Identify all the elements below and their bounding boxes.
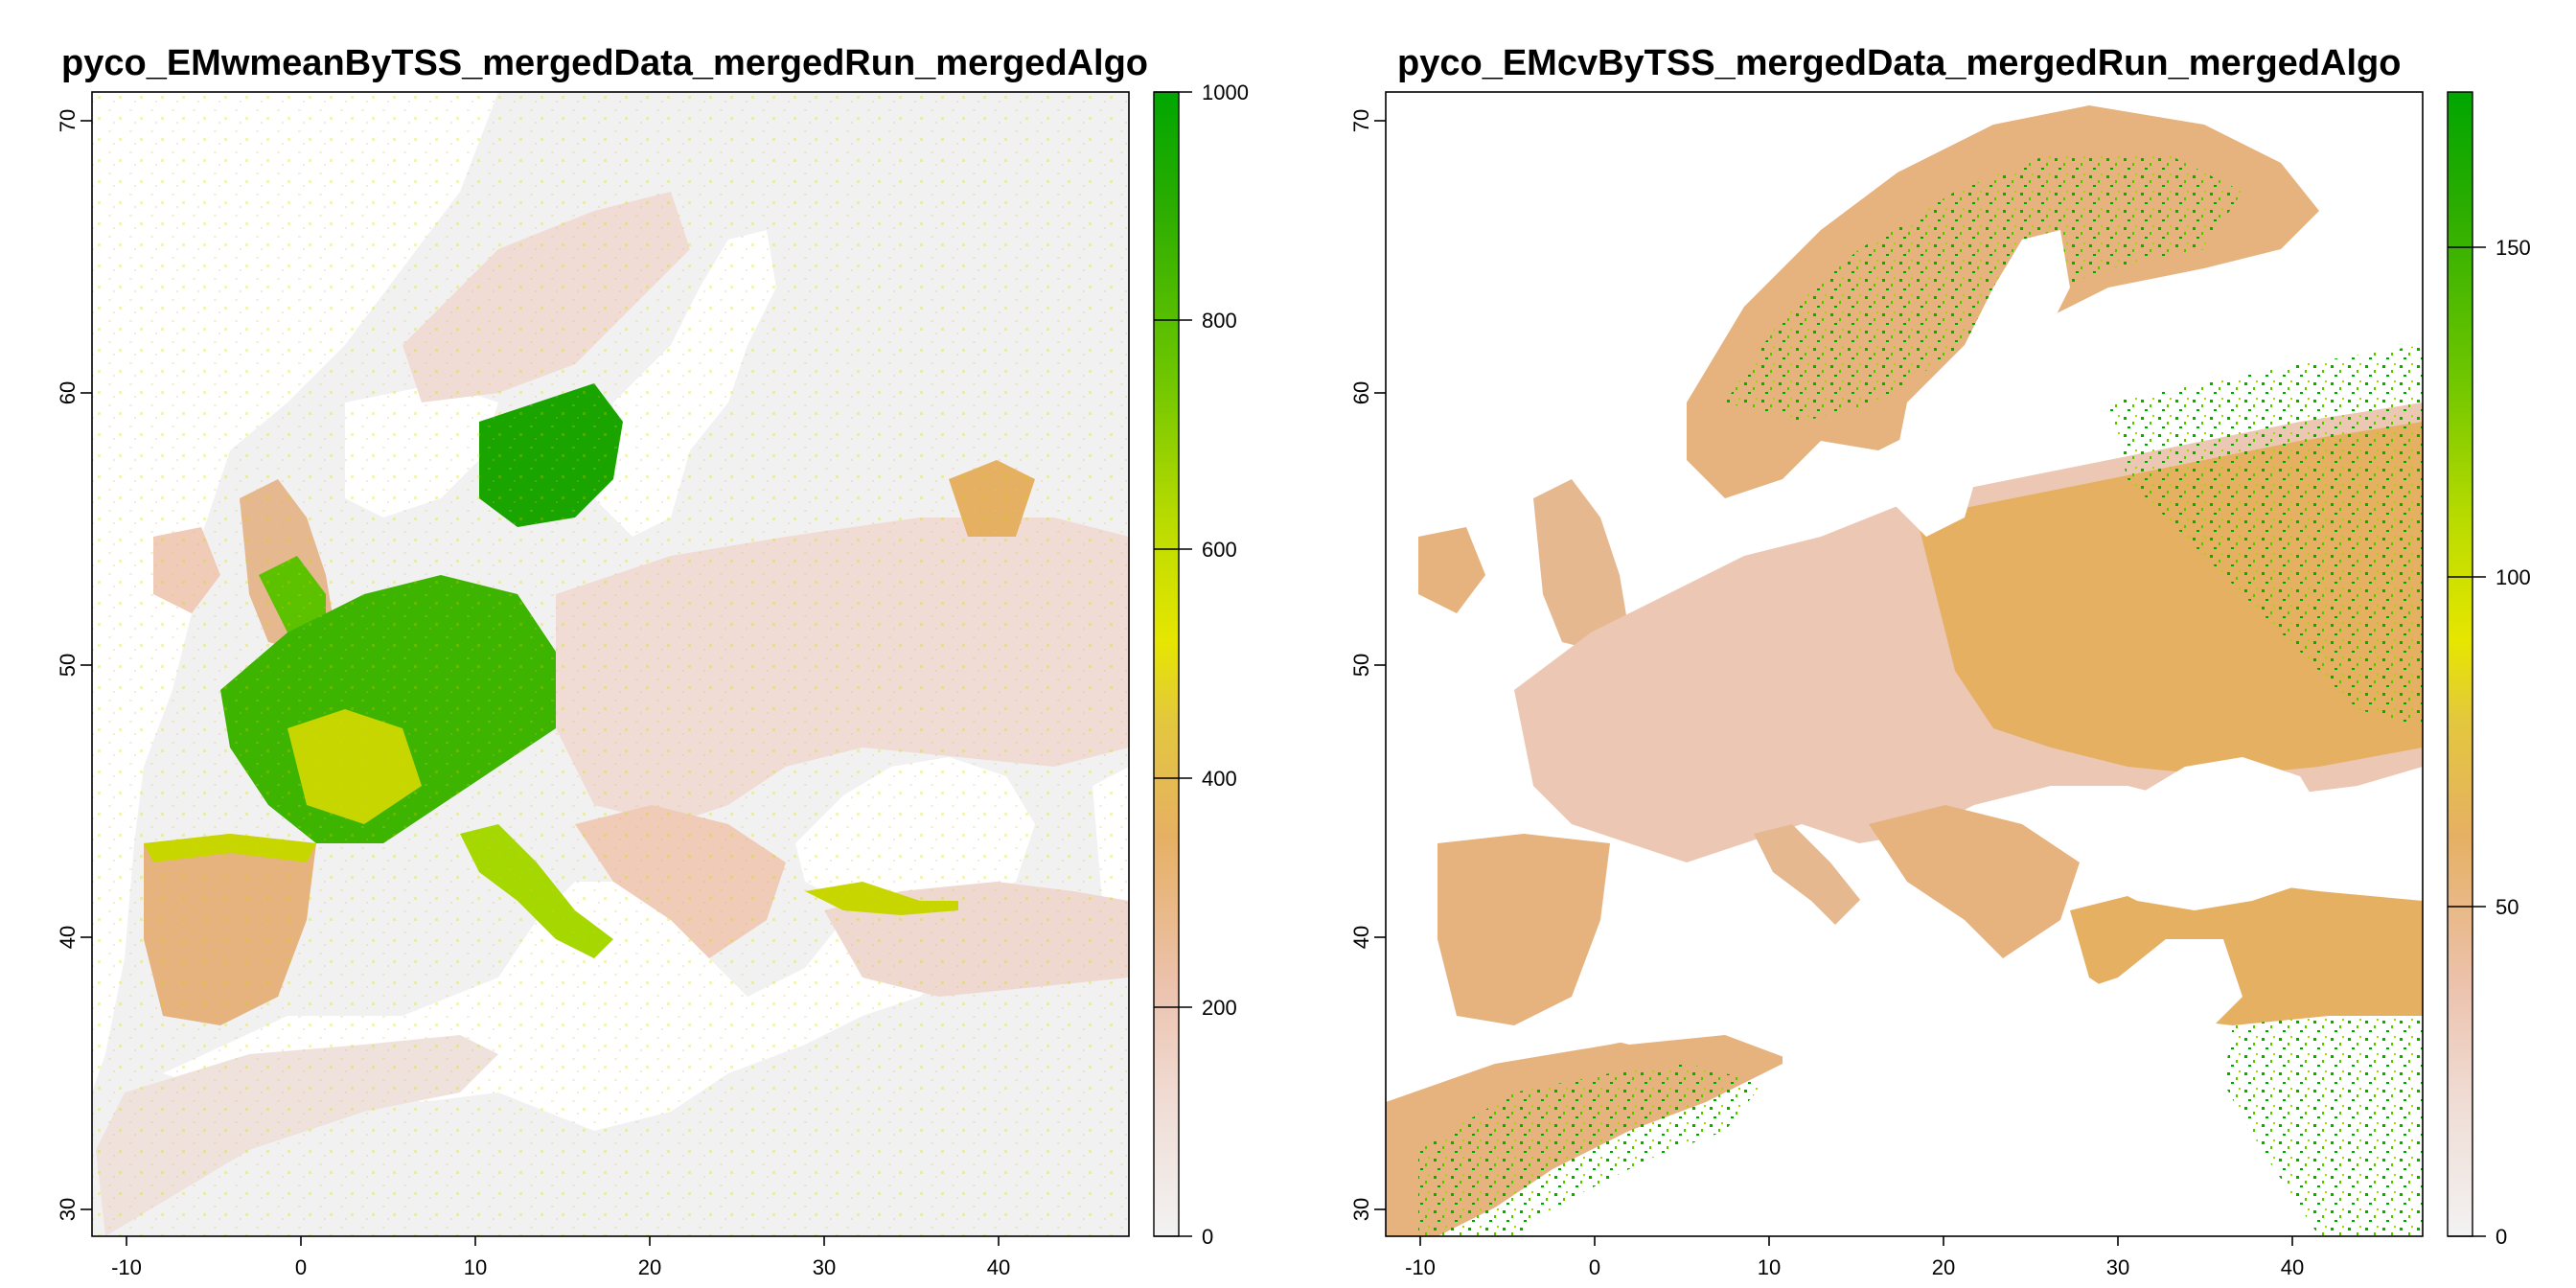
legend-label: 200 [1202, 996, 1237, 1020]
color-legend: 0 50 100 150 [2447, 91, 2531, 1249]
panel-title: pyco_EMwmeanByTSS_mergedData_mergedRun_m… [61, 43, 1148, 83]
y-tick-label: 50 [56, 654, 80, 677]
x-axis: -10 0 10 20 30 40 [111, 1236, 1010, 1279]
sea-mediterranean [1552, 891, 2242, 1131]
map-frame [91, 91, 1130, 1237]
legend-bar [2447, 91, 2473, 1237]
y-axis: 30 40 50 60 70 [56, 109, 92, 1221]
legend-label: 100 [2496, 565, 2531, 589]
y-tick-label: 40 [1349, 926, 1373, 949]
color-legend: 0 200 400 600 800 1000 [1153, 80, 1249, 1249]
legend-label: 600 [1202, 538, 1237, 562]
y-tick-label: 70 [56, 109, 80, 132]
land-middle-east [2223, 1016, 2423, 1236]
legend-label: 0 [2496, 1225, 2507, 1249]
x-tick-label: 20 [638, 1255, 661, 1279]
legend-label: 800 [1202, 309, 1237, 333]
x-tick-label: 40 [2281, 1255, 2304, 1279]
panel-wmean: pyco_EMwmeanByTSS_mergedData_mergedRun_m… [56, 43, 1249, 1279]
x-tick-label: -10 [111, 1255, 142, 1279]
map-raster [1386, 92, 2423, 1236]
y-tick-label: 60 [56, 381, 80, 404]
y-tick-label: 70 [1349, 109, 1373, 132]
y-tick-label: 50 [1349, 654, 1373, 677]
land-north-africa-green [1418, 1064, 1763, 1236]
x-tick-label: 20 [1932, 1255, 1955, 1279]
y-tick-label: 40 [56, 926, 80, 949]
y-tick-label: 60 [1349, 381, 1373, 404]
y-tick-label: 30 [1349, 1198, 1373, 1221]
land-iberia [1438, 834, 1610, 1025]
map-raster [92, 92, 1129, 1236]
legend-label: 1000 [1202, 80, 1249, 104]
x-tick-label: 10 [464, 1255, 487, 1279]
land-east-green [2108, 345, 2423, 728]
x-tick-label: 30 [2106, 1255, 2129, 1279]
x-tick-label: 0 [295, 1255, 307, 1279]
map-frame [1385, 91, 2424, 1237]
raster-texture [92, 92, 1129, 1236]
y-axis: 30 40 50 60 70 [1349, 109, 1386, 1221]
land-britain [1533, 479, 1629, 652]
x-tick-label: 0 [1589, 1255, 1600, 1279]
legend-label: 50 [2496, 895, 2518, 919]
sea-baltic [1888, 230, 2070, 537]
legend-label: 0 [1202, 1225, 1213, 1249]
land-ireland [1418, 527, 1485, 613]
x-axis: -10 0 10 20 30 40 [1405, 1236, 2304, 1279]
land-balkans [1869, 805, 2080, 958]
x-tick-label: 10 [1758, 1255, 1781, 1279]
panel-cv: pyco_EMcvByTSS_mergedData_mergedRun_merg… [1349, 43, 2531, 1279]
sea-black [2089, 757, 2329, 910]
legend-bar [1153, 91, 1180, 1237]
x-tick-label: -10 [1405, 1255, 1436, 1279]
x-tick-label: 30 [813, 1255, 836, 1279]
land-scandinavia-green [1725, 153, 2242, 422]
y-tick-label: 30 [56, 1198, 80, 1221]
panel-title: pyco_EMcvByTSS_mergedData_mergedRun_merg… [1397, 43, 2401, 83]
x-tick-label: 40 [987, 1255, 1010, 1279]
legend-label: 150 [2496, 236, 2531, 260]
legend-label: 400 [1202, 767, 1237, 791]
